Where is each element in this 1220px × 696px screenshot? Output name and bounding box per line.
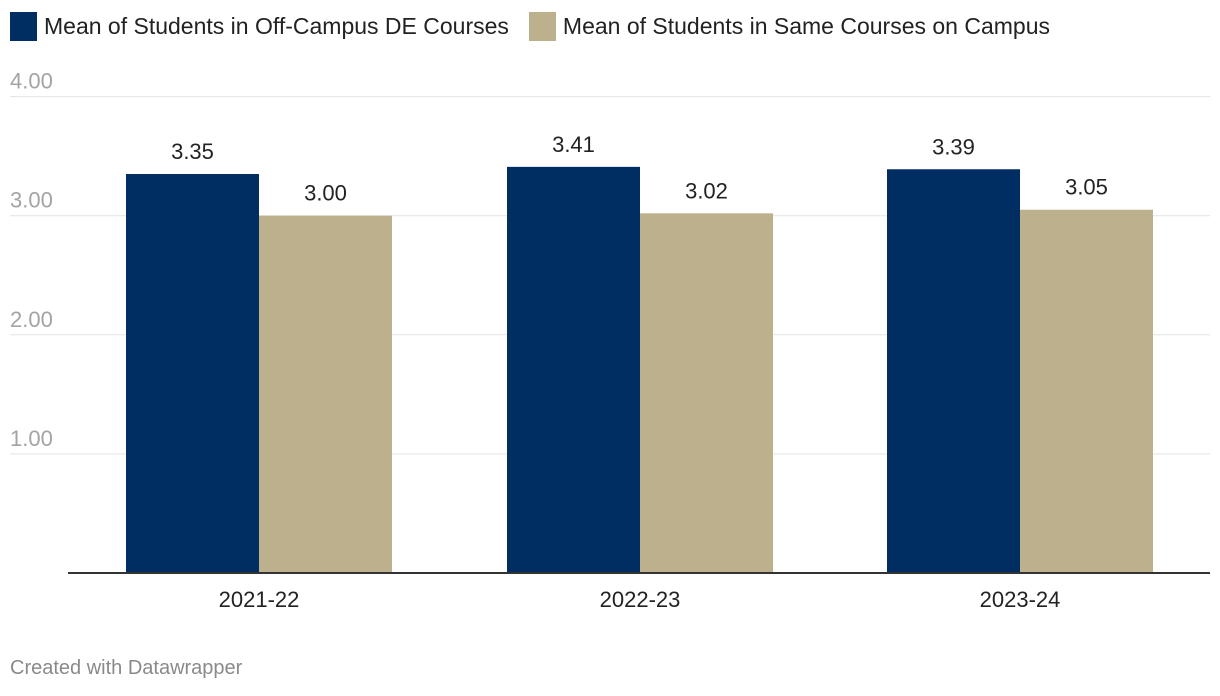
chart-legend: Mean of Students in Off-Campus DE Course… — [10, 12, 1070, 41]
bar — [1020, 209, 1153, 573]
bar — [259, 215, 392, 573]
bar-chart: 1.00 2.00 3.00 4.00 3.35 3.00 2021-22 3.41 3.02 2… — [10, 69, 1210, 612]
legend-label-on-campus: Mean of Students in Same Courses on Camp… — [562, 13, 1050, 39]
chart-credit[interactable]: Created with Datawrapper — [10, 657, 243, 679]
x-category-label: 2022-23 — [600, 587, 681, 612]
legend-item-off-campus: Mean of Students in Off-Campus DE Course… — [10, 12, 509, 41]
legend-swatch-on-campus — [528, 12, 556, 41]
x-category-label: 2021-22 — [219, 587, 300, 612]
y-tick-label: 2.00 — [10, 307, 53, 332]
x-category-label: 2023-24 — [980, 587, 1061, 612]
bar-value-label: 3.35 — [171, 139, 214, 164]
bar — [640, 213, 773, 573]
bar-value-label: 3.00 — [304, 181, 347, 206]
y-tick-label: 4.00 — [10, 69, 53, 94]
bar — [887, 169, 1020, 573]
bar-value-label: 3.39 — [932, 134, 975, 159]
bar-value-label: 3.41 — [552, 132, 595, 157]
y-tick-label: 3.00 — [10, 188, 53, 213]
y-tick-label: 1.00 — [10, 426, 53, 451]
legend-label-off-campus: Mean of Students in Off-Campus DE Course… — [44, 13, 509, 39]
bar — [507, 166, 640, 573]
bar-value-label: 3.02 — [685, 178, 728, 203]
legend-item-on-campus: Mean of Students in Same Courses on Camp… — [528, 12, 1050, 41]
legend-swatch-off-campus — [10, 12, 37, 41]
bar — [126, 174, 259, 573]
bar-value-label: 3.05 — [1065, 175, 1108, 200]
